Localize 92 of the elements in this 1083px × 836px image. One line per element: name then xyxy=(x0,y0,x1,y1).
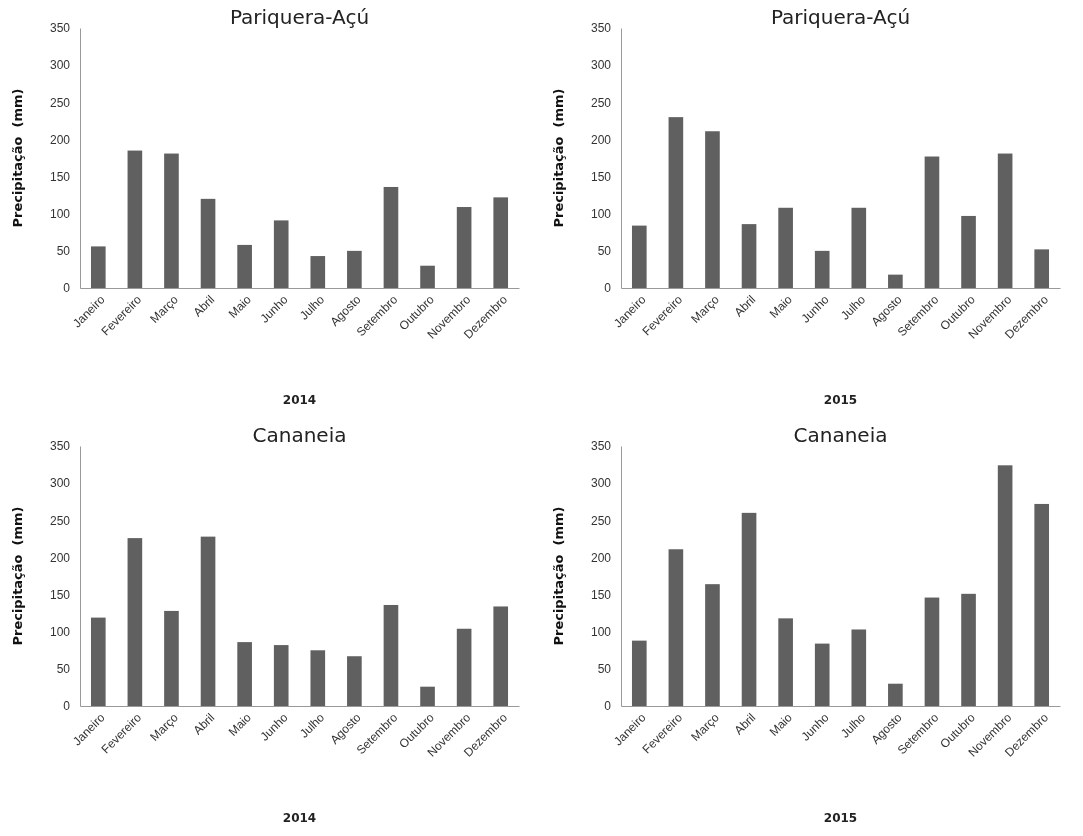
bar xyxy=(493,606,509,706)
y-tick-label: 350 xyxy=(590,21,612,36)
chart-title: Cananeia xyxy=(252,423,347,447)
bar xyxy=(383,186,399,288)
y-tick-label: 350 xyxy=(590,439,612,454)
bar xyxy=(705,131,720,288)
y-tick-label: 250 xyxy=(590,95,612,110)
y-tick-label: 0 xyxy=(604,281,612,296)
bar xyxy=(237,642,252,706)
bar xyxy=(924,597,940,706)
y-tick-label: 50 xyxy=(597,244,612,259)
bar xyxy=(814,250,830,288)
bar xyxy=(778,207,793,288)
y-tick-label: 100 xyxy=(590,207,612,222)
y-tick-label: 200 xyxy=(49,550,71,565)
y-axis-title: Precipitação (mm) xyxy=(551,506,566,646)
bar xyxy=(961,593,976,706)
bar xyxy=(1034,249,1050,288)
bar xyxy=(456,628,472,706)
y-tick-label: 150 xyxy=(49,587,71,602)
y-axis-title: Precipitação (mm) xyxy=(551,88,566,228)
bar xyxy=(888,274,903,288)
y-tick-label: 100 xyxy=(49,207,71,222)
bar xyxy=(997,465,1013,706)
bar xyxy=(924,156,940,288)
x-axis-title: 2014 xyxy=(282,393,317,407)
y-tick-label: 200 xyxy=(590,550,612,565)
bar xyxy=(888,683,903,706)
y-tick-label: 100 xyxy=(49,625,71,640)
bar xyxy=(127,150,143,288)
y-tick-label: 150 xyxy=(590,169,612,184)
bar xyxy=(347,250,362,288)
bar xyxy=(164,610,179,706)
y-tick-label: 350 xyxy=(49,21,71,36)
bar xyxy=(273,220,289,288)
bar xyxy=(164,153,179,288)
bar xyxy=(851,207,867,288)
y-tick-label: 250 xyxy=(49,513,71,528)
bar xyxy=(420,265,435,288)
y-tick-label: 0 xyxy=(63,699,71,714)
bar xyxy=(456,207,472,288)
y-tick-label: 200 xyxy=(590,132,612,147)
bar xyxy=(310,256,326,288)
chart-title: Pariquera-Açú xyxy=(770,5,911,29)
x-axis-title: 2015 xyxy=(823,393,858,407)
y-tick-label: 300 xyxy=(590,58,612,73)
bar xyxy=(90,617,106,706)
bar xyxy=(493,197,509,288)
y-tick-label: 350 xyxy=(49,439,71,454)
bar xyxy=(997,153,1013,288)
bar xyxy=(814,643,830,706)
y-tick-label: 250 xyxy=(590,513,612,528)
bar xyxy=(1034,503,1050,706)
y-tick-label: 0 xyxy=(63,281,71,296)
bar xyxy=(631,225,647,288)
bar xyxy=(961,215,976,288)
bar xyxy=(668,117,684,288)
bar xyxy=(705,584,720,706)
y-tick-label: 300 xyxy=(49,476,71,491)
y-tick-label: 100 xyxy=(590,625,612,640)
bar xyxy=(383,604,399,706)
bar xyxy=(237,244,252,288)
bar xyxy=(741,224,757,288)
bar xyxy=(273,645,289,706)
bar xyxy=(851,629,867,706)
y-tick-label: 150 xyxy=(49,169,71,184)
bar xyxy=(420,686,435,706)
y-tick-label: 300 xyxy=(590,476,612,491)
bar xyxy=(90,246,106,288)
y-tick-label: 200 xyxy=(49,132,71,147)
y-tick-label: 150 xyxy=(590,587,612,602)
chart-title: Pariquera-Açú xyxy=(229,5,370,29)
y-tick-label: 0 xyxy=(604,699,612,714)
y-tick-label: 300 xyxy=(49,58,71,73)
y-axis-title: Precipitação (mm) xyxy=(10,88,25,228)
y-tick-label: 50 xyxy=(56,244,71,259)
bar xyxy=(347,656,362,706)
y-tick-label: 250 xyxy=(49,95,71,110)
bar xyxy=(668,549,684,706)
chart-title: Cananeia xyxy=(793,423,888,447)
y-tick-label: 50 xyxy=(597,662,612,677)
bar xyxy=(200,536,216,706)
y-tick-label: 50 xyxy=(56,662,71,677)
x-axis-title: 2014 xyxy=(282,811,317,825)
y-axis-title: Precipitação (mm) xyxy=(10,506,25,646)
bar xyxy=(631,640,647,706)
bar xyxy=(778,618,793,706)
bar xyxy=(310,650,326,706)
bar xyxy=(200,198,216,288)
bar xyxy=(741,512,757,706)
x-axis-title: 2015 xyxy=(823,811,858,825)
bar xyxy=(127,538,143,706)
